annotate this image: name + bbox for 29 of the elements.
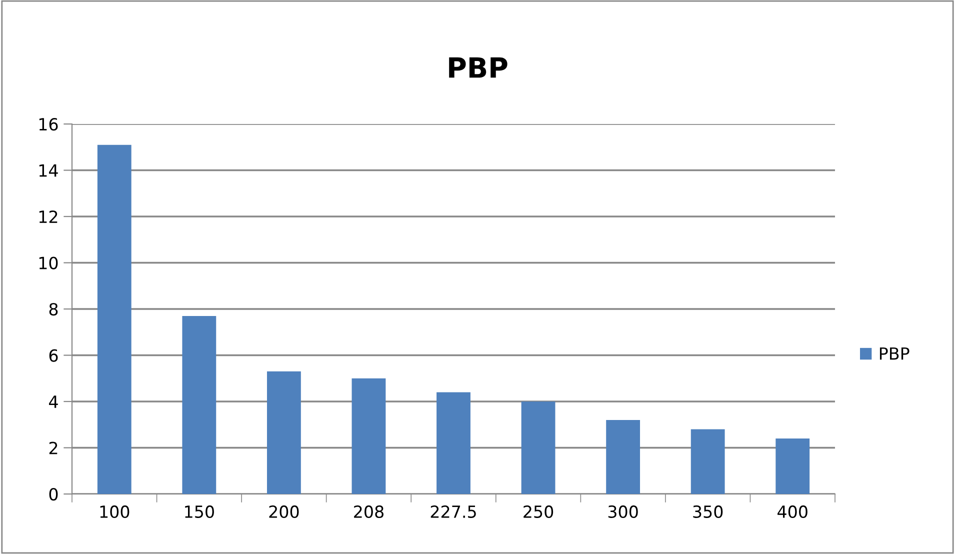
x-tick-label: 400 bbox=[778, 505, 808, 518]
y-tick-label: 2 bbox=[49, 442, 58, 454]
legend-label: PBP bbox=[880, 347, 910, 360]
x-tick-label: 250 bbox=[524, 505, 554, 518]
x-tick-label: 100 bbox=[100, 505, 130, 518]
y-tick-label: 4 bbox=[49, 396, 58, 408]
y-tick-label: 8 bbox=[49, 302, 58, 316]
y-tick-label: 12 bbox=[39, 210, 58, 223]
y-tick-label: 6 bbox=[49, 349, 58, 362]
x-tick-label: 200 bbox=[269, 505, 299, 518]
bar bbox=[97, 144, 132, 494]
y-tick-label: 0 bbox=[49, 488, 58, 501]
x-tick-label: 208 bbox=[354, 505, 384, 518]
chart-title: PBP bbox=[449, 57, 508, 78]
x-tick-label: 150 bbox=[185, 505, 214, 518]
bar bbox=[436, 392, 470, 494]
bar bbox=[521, 402, 556, 494]
bar bbox=[776, 438, 810, 494]
bar bbox=[352, 378, 386, 494]
bar bbox=[690, 429, 725, 494]
y-tick-label: 16 bbox=[39, 118, 58, 131]
bar bbox=[182, 316, 216, 494]
bar bbox=[606, 420, 640, 494]
x-tick-label: 227.5 bbox=[430, 505, 476, 518]
x-tick-label: 350 bbox=[693, 505, 723, 518]
x-tick-label: 300 bbox=[608, 505, 638, 518]
y-tick-label: 14 bbox=[39, 164, 58, 177]
bar bbox=[266, 371, 301, 494]
y-tick-label: 10 bbox=[39, 256, 58, 270]
